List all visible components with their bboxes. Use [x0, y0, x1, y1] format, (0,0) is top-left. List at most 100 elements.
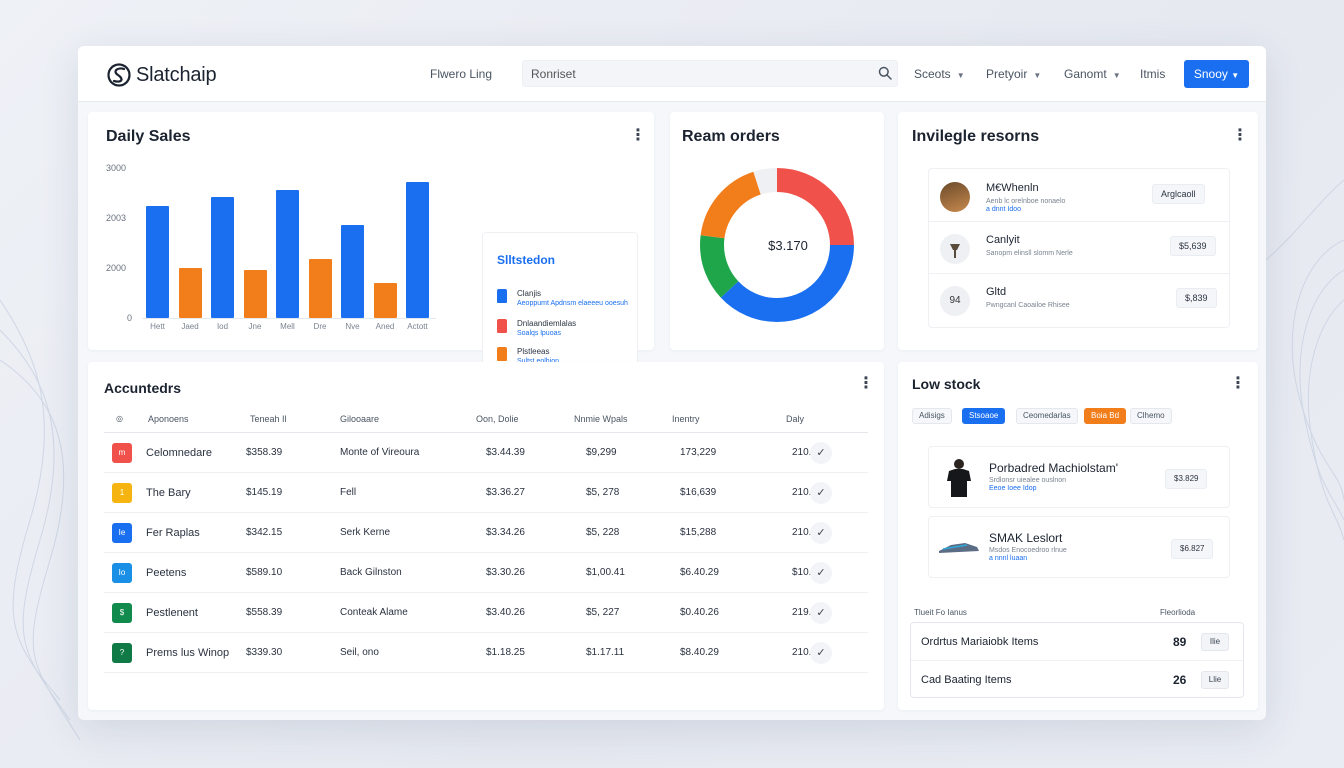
y-tick-label: 2003 — [106, 213, 127, 223]
x-tick-label: Nve — [345, 322, 360, 331]
column-header[interactable]: Inentry — [672, 414, 700, 424]
search-box[interactable] — [522, 60, 898, 87]
primary-dropdown-button[interactable]: Snooy ▼ — [1184, 60, 1249, 88]
row-cell: $589.10 — [246, 567, 283, 578]
items-link[interactable]: Itmis — [1140, 67, 1166, 81]
header-divider — [104, 432, 868, 433]
more-options-icon[interactable]: ⋮ — [858, 375, 874, 392]
bar-nve[interactable] — [341, 225, 364, 318]
resource-pill[interactable]: $5,639 — [1170, 236, 1216, 256]
row-cell: 219.00 — [792, 607, 823, 618]
donut-segment-1[interactable] — [700, 168, 854, 322]
bar-jaed[interactable] — [178, 268, 202, 318]
row-cell: $9,299 — [586, 447, 617, 458]
filter-chip-highlight[interactable]: Boia Bd — [1084, 408, 1127, 424]
row-cell: $8.40.29 — [680, 647, 719, 658]
y-tick-label: 2000 — [106, 263, 127, 273]
chevron-down-icon: ▼ — [1231, 71, 1240, 80]
more-options-icon[interactable]: ⋮ — [1230, 375, 1246, 392]
column-header[interactable]: Nnmie Wpals — [574, 414, 628, 424]
more-options-icon[interactable]: ⋮ — [630, 127, 646, 144]
primary-button-label: Snooy — [1193, 67, 1228, 81]
row-cell: Conteak Alame — [340, 607, 408, 618]
column-header[interactable]: Gilooaare — [340, 414, 380, 424]
column-header[interactable]: Teneah Il — [250, 414, 287, 424]
check-icon[interactable]: ✓ — [810, 522, 832, 544]
dropdown-pretyoir[interactable]: Pretyoir ▼ — [986, 67, 1041, 81]
resource-sub: Sanopm elinsll slomm Nerle — [986, 250, 1073, 257]
filter-chip[interactable]: Adisigs — [912, 408, 952, 424]
search-icon[interactable] — [878, 66, 892, 80]
table-row[interactable]: Ie Fer Raplas $342.15 Serk Kerne $3.34.26 $5,… — [104, 513, 868, 553]
list-item[interactable]: M€Whenln Aenb lc orelnboe nonaelo a dnnt… — [928, 170, 1230, 222]
filter-chip[interactable]: Clhemo — [1130, 408, 1172, 424]
row-badge: m — [112, 443, 132, 463]
row-cell: $3.44.39 — [486, 447, 525, 458]
avatar — [940, 182, 970, 212]
sales-legend: Slltstedon Clanjis Aeoppumt Apdnsm elaee… — [482, 232, 638, 386]
stock-pill[interactable]: $6.827 — [1171, 539, 1214, 559]
list-item[interactable]: 94 Gltd Pwngcanl Caoailoe Rhisee $,839 — [928, 274, 1230, 326]
column-header[interactable]: Aponoens — [148, 414, 189, 424]
row-cell: 173,229 — [680, 447, 717, 458]
stock-item[interactable]: Porbadred Machiolstam' Srdlonsr uiealee … — [928, 446, 1230, 508]
check-icon[interactable]: ✓ — [810, 562, 832, 584]
donut-segment-2[interactable] — [700, 168, 854, 322]
row-badge: Io — [112, 563, 132, 583]
list-item[interactable]: Canlyit Sanopm elinsll slomm Nerle $5,63… — [928, 222, 1230, 274]
summary-row: Ordrtus Mariaiobk Items 89 Ilie — [911, 623, 1243, 661]
dropdown-ganomt[interactable]: Ganomt ▼ — [1064, 67, 1121, 81]
column-header[interactable]: Daly — [786, 414, 805, 424]
table-row[interactable]: ? Prems lus Winop $339.30 Seil, ono $1.18.25… — [104, 633, 868, 673]
summary-button[interactable]: Ilie — [1201, 633, 1229, 651]
stock-item[interactable]: SMAK Leslort Msdos Enocoedroo rlnue a nn… — [928, 516, 1230, 578]
sort-icon[interactable]: ◎ — [116, 414, 123, 423]
row-cell: $0.40.26 — [680, 607, 719, 618]
row-cell: $1,00.41 — [586, 567, 625, 578]
resource-pill[interactable]: $,839 — [1176, 288, 1217, 308]
row-cell: $5, 228 — [586, 527, 620, 538]
bar-actott[interactable] — [406, 181, 429, 318]
check-icon[interactable]: ✓ — [810, 642, 832, 664]
row-cell: $3.34.26 — [486, 527, 525, 538]
logo[interactable]: Slatchaip — [106, 62, 217, 88]
search-input[interactable] — [531, 61, 861, 86]
row-cell: 210.40 — [792, 647, 823, 658]
row-name: Peetens — [146, 567, 187, 579]
resource-pill[interactable]: Arglcaoll — [1152, 184, 1205, 204]
stock-name: SMAK Leslort — [989, 531, 1063, 545]
dropdown-sceots[interactable]: Sceots ▼ — [914, 67, 965, 81]
table-row[interactable]: m Celomnedare $358.39 Monte of Vireoura $3.4… — [104, 433, 868, 473]
accounts-card: Accuntedrs ⋮ ◎ Aponoens Teneah Il Gilooa… — [88, 362, 884, 710]
bar-iod[interactable] — [211, 197, 234, 318]
stock-pill[interactable]: $3.829 — [1165, 469, 1208, 489]
summary-value: 89 — [1173, 635, 1187, 649]
filter-chip[interactable]: Ceomedarlas — [1016, 408, 1078, 424]
table-row[interactable]: Io Peetens $589.10 Back Gilnston $3.30.26 $1,… — [104, 553, 868, 593]
donut-segment-4[interactable] — [700, 168, 854, 322]
check-icon[interactable]: ✓ — [810, 442, 832, 464]
table-row[interactable]: 1 The Bary $145.19 Fell $3.36.27 $5, 278 $16,6… — [104, 473, 868, 513]
bar-jne[interactable] — [243, 270, 267, 318]
summary-box: Ordrtus Mariaiobk Items 89 Ilie Cad Baat… — [910, 622, 1244, 698]
table-row[interactable]: $ Pestlenent $558.39 Conteak Alame $3.40.26 $… — [104, 593, 868, 633]
more-options-icon[interactable]: ⋮ — [1232, 127, 1248, 144]
logo-icon — [107, 63, 131, 87]
bar-aned[interactable] — [373, 283, 397, 318]
nav-link[interactable]: Flwero Ling — [430, 67, 493, 81]
stock-name: Porbadred Machiolstam' — [989, 461, 1119, 475]
legend-title: Slltstedon — [497, 253, 556, 267]
check-icon[interactable]: ✓ — [810, 602, 832, 624]
row-badge: $ — [112, 603, 132, 623]
lock-icon — [497, 347, 507, 361]
check-icon[interactable]: ✓ — [810, 482, 832, 504]
column-header[interactable]: Oon, Dolie — [476, 414, 519, 424]
filter-chip-active[interactable]: Stsoaoe — [962, 408, 1006, 424]
bar-mell[interactable] — [276, 190, 299, 318]
resources-card: Invilegle resorns ⋮ M€Whenln Aenb lc ore… — [898, 112, 1258, 350]
summary-button[interactable]: Llie — [1201, 671, 1229, 689]
row-cell: Back Gilnston — [340, 567, 402, 578]
bar-dre[interactable] — [308, 259, 332, 318]
bar-hett[interactable] — [146, 205, 169, 318]
row-cell: Serk Kerne — [340, 527, 391, 538]
